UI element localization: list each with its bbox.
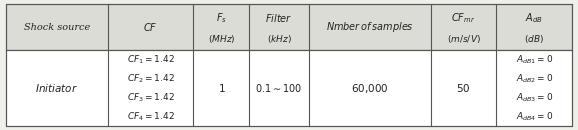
Text: $CF_3=1.42$: $CF_3=1.42$ — [127, 91, 175, 104]
Text: $Initiator$: $Initiator$ — [35, 82, 79, 94]
Polygon shape — [6, 50, 572, 126]
Text: $CF_4=1.42$: $CF_4=1.42$ — [127, 110, 175, 123]
Text: $60{,}000$: $60{,}000$ — [351, 82, 388, 95]
Polygon shape — [6, 4, 572, 50]
Text: $50$: $50$ — [456, 82, 470, 94]
Text: $CF_1=1.42$: $CF_1=1.42$ — [127, 54, 175, 66]
Text: $A_{dB3}=0$: $A_{dB3}=0$ — [516, 91, 553, 104]
Text: $A_{dB}$: $A_{dB}$ — [525, 11, 543, 25]
Text: $CF$: $CF$ — [143, 21, 158, 33]
Text: $A_{dB4}=0$: $A_{dB4}=0$ — [516, 110, 553, 123]
Text: Shock source: Shock source — [24, 23, 90, 32]
Text: $A_{dB2}=0$: $A_{dB2}=0$ — [516, 73, 553, 85]
Text: $CF_2=1.42$: $CF_2=1.42$ — [127, 73, 175, 85]
Text: $CF_{mr}$: $CF_{mr}$ — [451, 11, 476, 25]
Text: $F_s$: $F_s$ — [216, 11, 227, 25]
Text: $A_{dB1}=0$: $A_{dB1}=0$ — [516, 54, 553, 66]
Text: $(kHz)$: $(kHz)$ — [266, 33, 291, 45]
Text: $0.1{\sim}100$: $0.1{\sim}100$ — [255, 82, 303, 94]
Text: $Nmber\/of\/samples$: $Nmber\/of\/samples$ — [326, 20, 414, 34]
Text: $(MHz)$: $(MHz)$ — [208, 33, 235, 45]
Text: $Filter$: $Filter$ — [265, 12, 293, 24]
Text: $1$: $1$ — [218, 82, 225, 94]
Text: $(m/s/V)$: $(m/s/V)$ — [447, 33, 480, 45]
Text: $(dB)$: $(dB)$ — [524, 33, 544, 45]
